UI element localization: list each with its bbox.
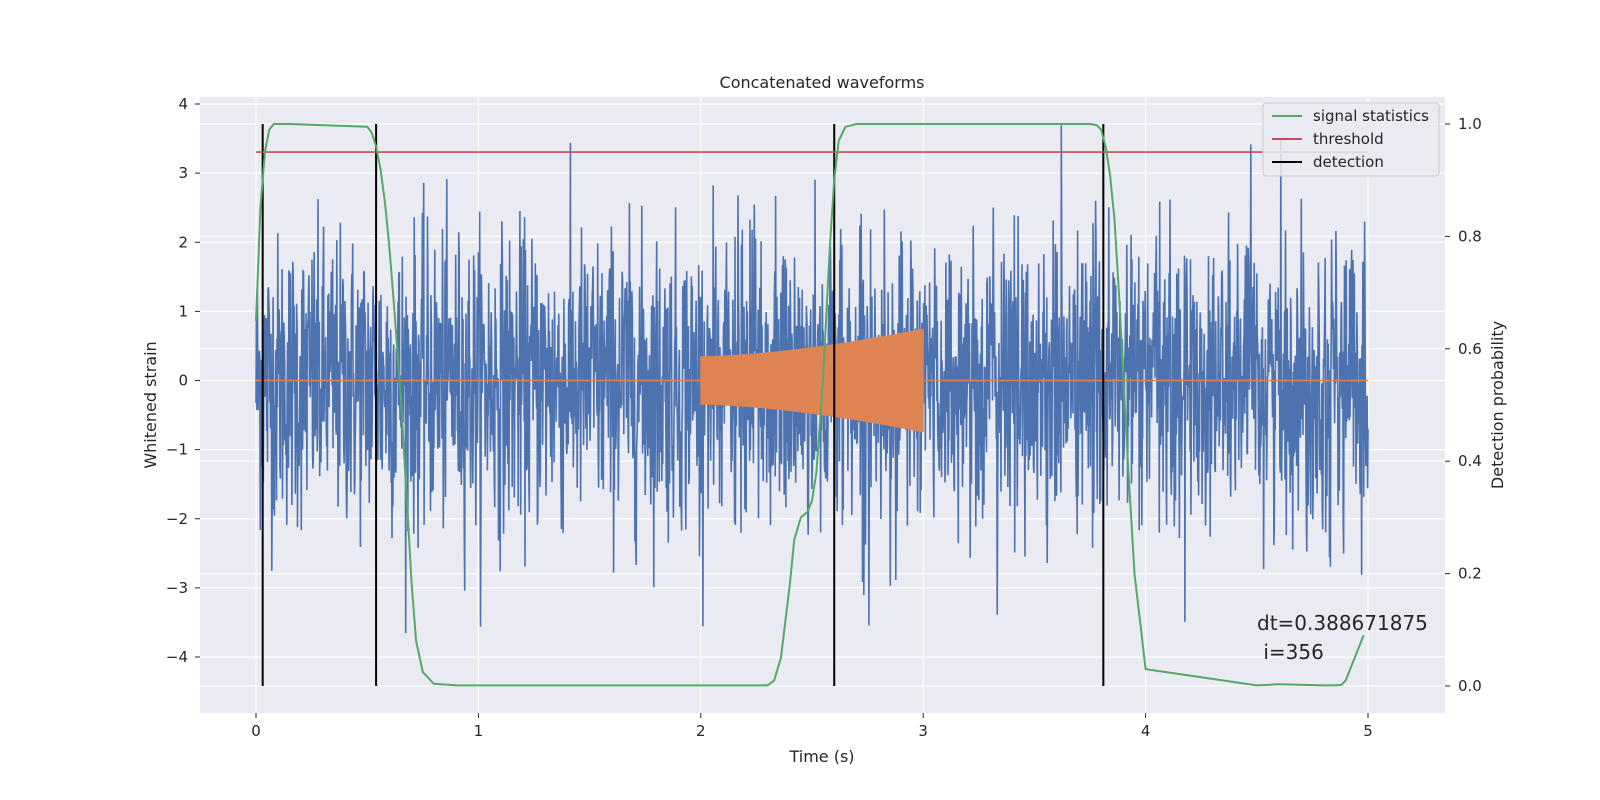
y2-tick-label: 0.2 (1458, 565, 1482, 583)
chart-title: Concatenated waveforms (720, 73, 925, 92)
y-tick-label: −3 (166, 579, 188, 597)
series-chirp (256, 328, 1368, 433)
x-axis-label: Time (s) (788, 747, 854, 766)
legend-label-signal-statistics: signal statistics (1313, 107, 1429, 125)
legend-label-detection: detection (1313, 153, 1384, 171)
annotation-i: i=356 (1257, 640, 1324, 664)
y-tick-label: −1 (166, 441, 188, 459)
y2-tick-label: 1.0 (1458, 115, 1482, 133)
x-tick-label: 0 (251, 722, 261, 740)
x-tick-label: 3 (918, 722, 928, 740)
y-tick-label: 1 (178, 302, 188, 320)
series-detection (261, 124, 1105, 686)
y2-tick-label: 0.6 (1458, 340, 1482, 358)
series-line-chirp (700, 328, 924, 433)
y-tick-label: −2 (166, 510, 188, 528)
y-tick-label: 4 (178, 95, 188, 113)
legend-label-threshold: threshold (1313, 130, 1384, 148)
series-signal-statistics (255, 123, 1365, 687)
x-tick-label: 2 (696, 722, 706, 740)
signal-statistics-line (255, 123, 1365, 687)
y2-tick-label: 0.0 (1458, 677, 1482, 695)
y-tick-label: −4 (166, 648, 188, 666)
legend-box (1262, 102, 1440, 177)
x-tick-label: 1 (474, 722, 484, 740)
y2-tick-label: 0.4 (1458, 452, 1482, 470)
y-tick-label: 3 (178, 164, 188, 182)
series-line-whitened-strain (255, 125, 1369, 634)
y-axis-label: Whitened strain (141, 341, 160, 468)
annotation-dt: dt=0.388671875 (1257, 611, 1428, 635)
y2-tick-label: 0.8 (1458, 227, 1482, 245)
y-tick-label: 2 (178, 233, 188, 251)
axes-ticks: 0 1 2 3 4 5 4 3 2 1 0 −1 −2 −3 −4 1.0 0.8 0.6 0.4 0.2 0.0 (166, 95, 1482, 740)
y-tick-label: 0 (178, 372, 188, 390)
series-whitened-strain (255, 125, 1369, 634)
x-tick-label: 4 (1141, 722, 1151, 740)
x-tick-label: 5 (1363, 722, 1373, 740)
legend: signal statistics threshold detection (1262, 102, 1440, 177)
y2-axis-label: Detection probability (1488, 321, 1507, 489)
